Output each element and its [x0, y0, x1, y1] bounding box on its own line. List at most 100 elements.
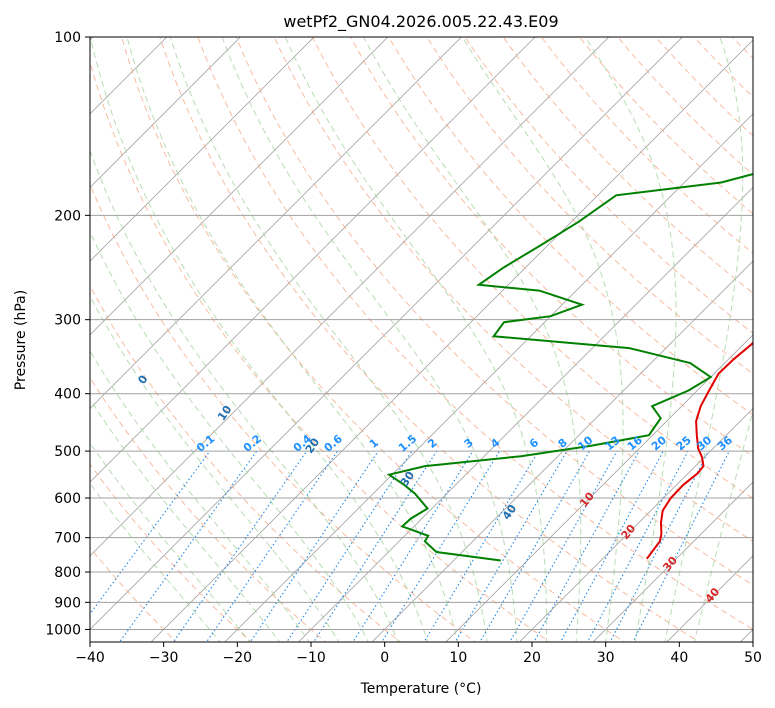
- dry-adiabat-line: [90, 60, 551, 642]
- mixing-ratio-label: 25: [674, 434, 694, 454]
- mixing-ratio-line: [286, 450, 413, 642]
- background-lines: [90, 37, 753, 642]
- temperature-line: [645, 341, 753, 560]
- chart-title: wetPf2_GN04.2026.005.22.43.E09: [283, 12, 558, 32]
- isotherm-line: [371, 260, 753, 642]
- x-tick-label: 10: [449, 650, 467, 666]
- moist-adiabat-label: 30: [660, 554, 680, 574]
- mixing-ratio-line: [454, 450, 568, 642]
- isotherm-line: [518, 407, 753, 642]
- moist-adiabat-label: 20: [619, 522, 639, 542]
- moist-adiabat-line: [90, 350, 310, 642]
- mixing-ratio-label: 1: [367, 436, 381, 451]
- isotherm-line: [592, 481, 753, 642]
- isotherm-line: [90, 37, 463, 410]
- plot-frame: [89, 36, 754, 643]
- y-tick-label: 400: [54, 387, 81, 403]
- moist-adiabat-line: [90, 398, 281, 642]
- y-tick-label: 800: [54, 565, 81, 581]
- isotherm-line: [90, 37, 610, 557]
- y-tick-label: 100: [54, 30, 81, 46]
- dry-adiabat-line: [617, 37, 753, 176]
- mixing-ratio-label: 2: [425, 436, 439, 451]
- x-tick-label: 40: [670, 650, 688, 666]
- x-tick-label: −20: [223, 650, 253, 666]
- dry-adiabat-line: [235, 37, 753, 586]
- x-tick-label: −30: [149, 650, 179, 666]
- mixing-ratio-line: [249, 450, 379, 642]
- dry-adiabat-line: [90, 376, 327, 642]
- mixing-ratio-line: [313, 450, 438, 642]
- dry-adiabat-line: [655, 37, 753, 137]
- moist-adiabat-line: [90, 37, 429, 642]
- mixing-ratio-line: [172, 450, 308, 642]
- mixing-ratio-label: 36: [715, 433, 735, 453]
- dry-adiabat-line: [693, 37, 753, 98]
- mixing-ratio-line: [205, 450, 338, 642]
- moist-adiabat-line: [584, 37, 677, 642]
- dry-adiabat-line: [426, 37, 753, 375]
- dry-adiabat-line: [159, 37, 701, 642]
- dry-adiabat-label: 40: [500, 502, 520, 522]
- dry-adiabat-line: [273, 37, 753, 543]
- y-tick-label: 500: [54, 444, 81, 460]
- isotherm-line: [90, 37, 536, 483]
- x-axis-label: Temperature (°C): [360, 681, 482, 697]
- mixing-ratio-label: 6: [527, 436, 541, 451]
- isotherm-line: [90, 37, 684, 631]
- moist-adiabat-line: [90, 295, 340, 642]
- isotherm-line: [445, 334, 753, 642]
- background-line-labels: 0.1 0.2 0.4 0.6 1 1.5 2 3 4 6 8 10 13 16 20 25 30 3601020…: [135, 373, 735, 606]
- dry-adiabat-line: [90, 182, 476, 642]
- isotherm-line: [297, 186, 753, 642]
- mixing-ratio-label: 20: [649, 433, 669, 453]
- moist-adiabat-line: [221, 37, 518, 642]
- dry-adiabat-line: [311, 37, 753, 500]
- dry-adiabat-line: [464, 37, 753, 334]
- isotherm-line: [150, 39, 753, 642]
- y-tick-label: 1000: [45, 622, 81, 638]
- mixing-ratio-line: [509, 450, 618, 642]
- dry-adiabat-line: [121, 37, 626, 642]
- isotherm-line: [739, 628, 753, 642]
- y-axis-label: Pressure (hPa): [13, 290, 29, 390]
- moist-adiabat-line: [90, 442, 251, 642]
- y-tick-label: 900: [54, 595, 81, 611]
- y-tick-label: 600: [54, 491, 81, 507]
- dry-adiabat-line: [90, 463, 252, 642]
- x-tick-label: −40: [75, 650, 105, 666]
- dry-adiabat-label: 10: [215, 403, 235, 423]
- dewpoint-line: [386, 173, 753, 562]
- y-tick-label: 200: [54, 208, 81, 224]
- x-tick-label: 50: [744, 650, 762, 666]
- isotherm-line: [90, 37, 315, 262]
- moist-adiabat-line: [90, 230, 369, 642]
- mixing-ratio-line: [609, 450, 709, 642]
- moist-adiabat-line: [126, 37, 459, 642]
- moist-adiabat-line: [693, 409, 753, 642]
- x-axis-ticks: −40 −30 −20 −10 0 10 20 30 40 50: [75, 642, 762, 666]
- mixing-ratio-line: [118, 450, 258, 642]
- dry-adiabat-line: [197, 37, 753, 631]
- dry-adiabat-line: [388, 37, 753, 416]
- profile-series: [386, 173, 753, 562]
- mixing-ratio-label: 3: [462, 436, 476, 451]
- dry-adiabat-line: [578, 37, 753, 215]
- isotherm-line: [90, 37, 242, 189]
- dry-adiabat-line: [731, 37, 753, 59]
- moist-adiabat-line: [90, 149, 399, 642]
- mixing-ratio-line: [632, 450, 730, 642]
- y-axis-ticks: 1000 900 800 700 600 500 400 300 200 100: [45, 30, 90, 638]
- pressure-gridlines: [90, 214, 753, 630]
- x-tick-label: 0: [380, 650, 389, 666]
- y-tick-label: 300: [54, 313, 81, 329]
- x-tick-label: −10: [296, 650, 326, 666]
- x-tick-label: 20: [523, 650, 541, 666]
- dry-adiabat-line: [540, 37, 753, 254]
- mixing-ratio-line: [479, 450, 591, 642]
- mixing-ratio-line: [90, 450, 211, 615]
- dry-adiabat-line: [502, 37, 753, 294]
- mixing-ratio-line: [423, 450, 539, 642]
- mixing-ratio-line: [533, 450, 640, 642]
